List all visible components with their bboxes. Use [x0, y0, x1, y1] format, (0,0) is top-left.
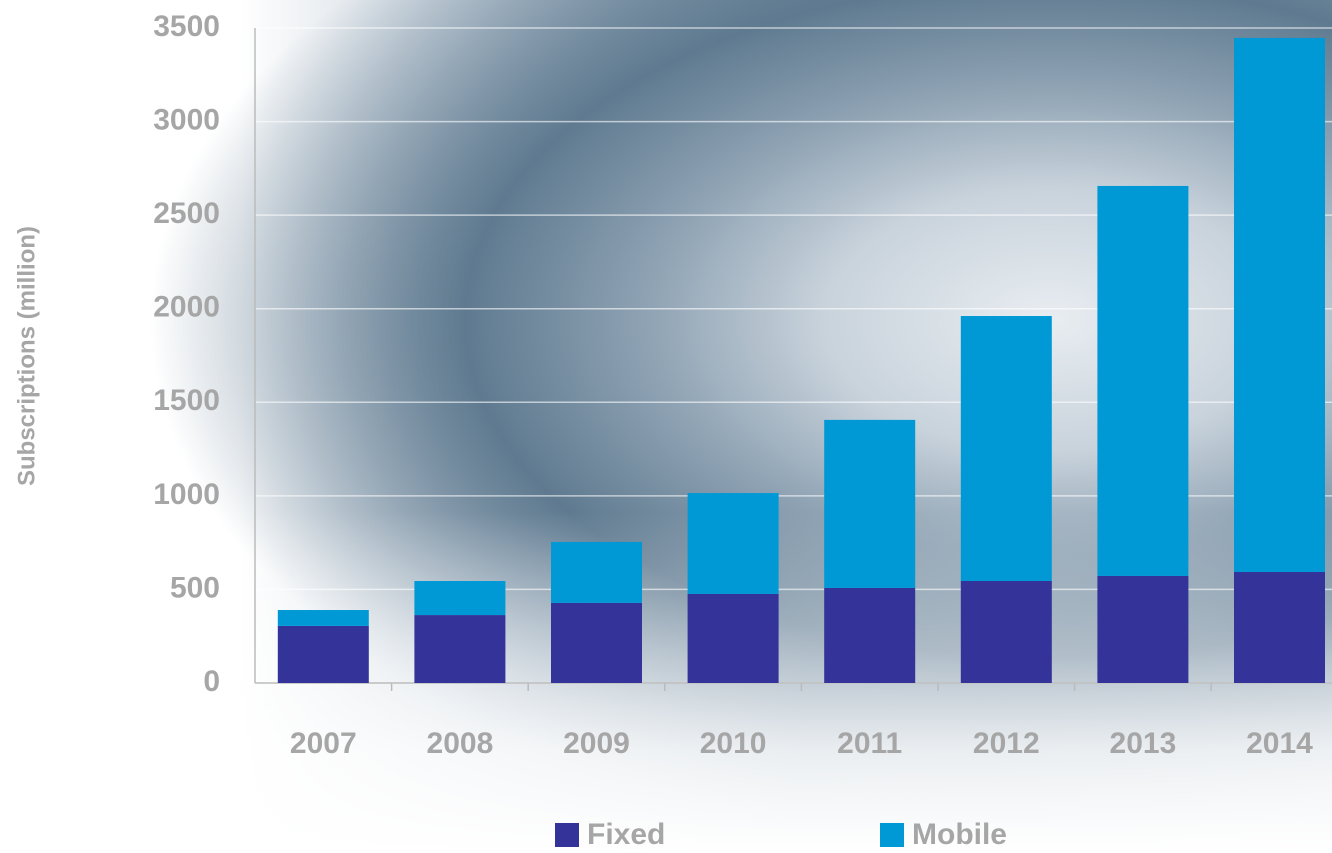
bar-segment — [688, 493, 779, 594]
x-tick-label: 2008 — [427, 727, 494, 760]
chart: Subscriptions (million) 0 500 1000 1500 2000… — [0, 0, 1332, 853]
bar-segment — [551, 603, 642, 683]
y-tick-label: 1000 — [153, 478, 220, 511]
bar-segment — [551, 542, 642, 603]
bar-segment — [961, 581, 1052, 683]
legend-label: Fixed — [587, 818, 665, 851]
bar-segment — [961, 316, 1052, 581]
x-tick-label: 2012 — [973, 727, 1040, 760]
bar-segment — [1097, 186, 1188, 576]
bar-segment — [278, 626, 369, 683]
y-axis-label: Subscriptions (million) — [13, 226, 40, 486]
y-tick-label: 500 — [170, 571, 220, 604]
y-tick-label: 1500 — [153, 384, 220, 417]
legend-swatch — [880, 823, 904, 847]
bar-segment — [824, 588, 915, 683]
bar-segment — [414, 581, 505, 615]
y-tick-label: 3000 — [153, 103, 220, 136]
bar-segment — [414, 615, 505, 683]
x-tick-label: 2014 — [1246, 727, 1313, 760]
bar-segment — [1234, 38, 1325, 572]
legend-label: Mobile — [912, 818, 1007, 851]
bar-segment — [824, 420, 915, 588]
bar-segment — [278, 610, 369, 626]
y-tick-label: 0 — [203, 665, 220, 698]
page: Subscriptions (million) 0 500 1000 1500 2000… — [0, 0, 1332, 853]
y-tick-label: 2000 — [153, 291, 220, 324]
x-tick-label: 2009 — [563, 727, 630, 760]
y-tick-label: 3500 — [153, 10, 220, 43]
x-tick-label: 2013 — [1110, 727, 1177, 760]
x-tick-label: 2010 — [700, 727, 767, 760]
bar-segment — [1234, 572, 1325, 683]
bar-segment — [1097, 576, 1188, 683]
x-tick-label: 2011 — [837, 727, 902, 760]
bar-segment — [688, 594, 779, 683]
legend-swatch — [555, 823, 579, 847]
y-tick-label: 2500 — [153, 197, 220, 230]
x-tick-label: 2007 — [290, 727, 357, 760]
